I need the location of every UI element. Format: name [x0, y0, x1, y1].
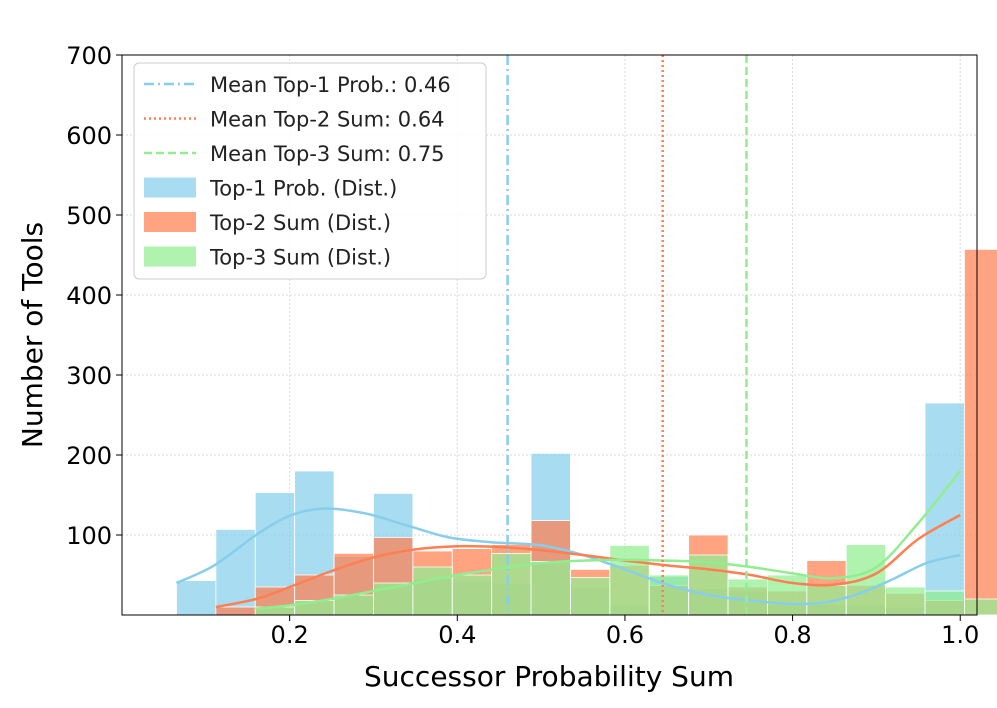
bar [924, 590, 965, 616]
bar [491, 553, 532, 616]
legend-bar-swatch [144, 246, 196, 267]
y-tick-label: 200 [66, 442, 112, 470]
bar [451, 574, 493, 616]
y-tick-label: 500 [66, 202, 112, 230]
bar [964, 598, 997, 616]
bar [570, 577, 611, 616]
bar [609, 545, 650, 616]
legend-label: Mean Top-3 Sum: 0.75 [210, 142, 445, 166]
x-tick-label: 1.0 [941, 621, 979, 649]
x-axis-label: Successor Probability Sum [364, 660, 734, 693]
x-tick-label: 0.2 [271, 621, 309, 649]
legend-box [133, 62, 487, 280]
x-tick-label: 0.8 [774, 621, 812, 649]
legend-bar-swatch [144, 177, 196, 198]
legend-bar-swatch [144, 212, 196, 232]
bar [727, 578, 768, 616]
legend-label: Top-3 Sum (Dist.) [209, 246, 391, 270]
bar [530, 561, 571, 616]
y-tick-label: 400 [66, 282, 112, 310]
kde-curve-top-3-sum-dist [255, 470, 962, 610]
plot-frame [121, 54, 978, 616]
legend-label: Mean Top-1 Prob.: 0.46 [210, 73, 451, 97]
y-tick-label: 100 [66, 522, 112, 550]
bar [176, 580, 217, 616]
bar [964, 248, 997, 616]
x-tick-label: 0.4 [438, 621, 476, 649]
bar [412, 566, 453, 616]
kde-curves [175, 470, 962, 610]
y-axis-label: Number of Tools [16, 222, 49, 448]
y-tick-label: 700 [66, 42, 112, 70]
y-tick-label: 300 [66, 362, 112, 390]
bar [688, 554, 729, 616]
kde-curve-top-2-sum-dist [215, 513, 961, 609]
legend-label: Top-1 Prob. (Dist.) [209, 177, 397, 201]
bar [845, 544, 887, 616]
bar-series-top-3-sum-dist [254, 544, 997, 616]
axis-ticks: 0.2 0.4 0.6 0.8 1.0 100 200 300 400 500 600 700 [66, 42, 979, 649]
mean-lines [506, 55, 748, 615]
histogram-bars [176, 248, 997, 616]
bar [215, 606, 256, 616]
bar [885, 586, 926, 616]
legend-label: Top-2 Sum (Dist.) [209, 211, 391, 235]
legend-label: Mean Top-2 Sum: 0.64 [210, 108, 445, 132]
legend: Mean Top-1 Prob.: 0.46 Mean Top-2 Sum: 0.… [133, 62, 487, 280]
y-tick-label: 600 [66, 122, 112, 150]
x-tick-label: 0.6 [606, 621, 644, 649]
